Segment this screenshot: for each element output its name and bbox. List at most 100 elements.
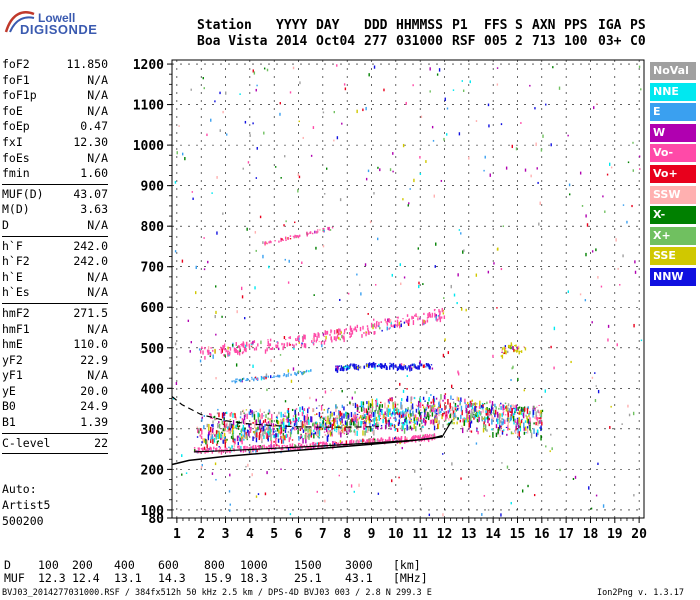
echo-point: [461, 427, 464, 434]
echo-point: [456, 396, 458, 402]
echo-point: [409, 366, 412, 369]
echo-point: [463, 420, 466, 426]
echo-point: [228, 427, 230, 432]
echo-point: [241, 420, 243, 424]
echo-point: [375, 321, 378, 327]
echo-point: [327, 427, 330, 431]
muf_row-cell: 18.3: [240, 571, 268, 585]
echo-point: [246, 378, 248, 382]
echo-point: [408, 418, 411, 421]
echo-point: [419, 402, 422, 409]
param-value: 110.0: [73, 337, 108, 352]
echo-point: [432, 418, 434, 425]
echo-point: [270, 423, 273, 427]
echo-point: [259, 445, 261, 448]
echo-point: [419, 412, 421, 417]
echo-point: [368, 414, 371, 421]
echo-point: [363, 420, 366, 422]
echo-point: [211, 450, 214, 454]
noise-point: [622, 204, 625, 206]
echo-point: [362, 413, 365, 415]
echo-point: [269, 348, 271, 350]
param-row: yF1 N/A: [2, 368, 108, 384]
echo-point: [454, 413, 456, 417]
echo-point: [347, 412, 349, 419]
echo-point: [238, 379, 240, 382]
echo-point: [349, 439, 351, 443]
echo-point: [520, 406, 523, 412]
echo-point: [210, 426, 212, 433]
echo-point: [496, 411, 499, 418]
echo-point: [427, 412, 429, 418]
param-name: hmF1: [2, 321, 30, 336]
echo-point: [391, 397, 393, 402]
echo-point: [321, 423, 324, 428]
echo-point: [288, 336, 290, 339]
echo-point: [358, 411, 360, 413]
noise-point: [312, 126, 315, 129]
echo-point: [394, 428, 396, 432]
echo-point: [393, 364, 395, 368]
echo-point: [301, 447, 303, 449]
echo-point: [363, 439, 365, 442]
echo-point: [427, 313, 429, 317]
echo-point: [386, 321, 388, 324]
echo-point: [362, 425, 365, 430]
echo-point: [206, 438, 209, 445]
noise-point: [435, 242, 437, 246]
noise-point: [453, 293, 456, 297]
echo-point: [227, 426, 229, 429]
noise-point: [281, 238, 283, 241]
echo-point: [340, 330, 342, 333]
noise-point: [463, 249, 465, 252]
echo-point: [243, 414, 246, 421]
x-tick-label: 11: [412, 527, 428, 542]
param-value: N/A: [87, 150, 108, 165]
param-row: foF2 11.850: [2, 57, 108, 73]
echo-point: [282, 346, 284, 351]
echo-point: [428, 399, 430, 402]
echo-point: [296, 373, 299, 375]
echo-point: [307, 421, 309, 423]
legend-item-ssw: SSW: [650, 185, 696, 204]
echo-point: [443, 412, 445, 415]
echo-point: [357, 364, 360, 369]
noise-point: [475, 273, 478, 277]
echo-point: [246, 434, 248, 440]
echo-point: [455, 415, 457, 418]
echo-point: [402, 366, 405, 371]
echo-point: [347, 432, 349, 435]
legend-item-nnw: NNW: [650, 267, 696, 286]
echo-point: [286, 342, 288, 347]
echo-point: [507, 412, 509, 418]
param-value: N/A: [87, 217, 108, 232]
echo-point: [248, 345, 251, 349]
echo-point: [319, 426, 321, 431]
echo-point: [439, 317, 442, 323]
echo-point: [397, 316, 399, 319]
echo-point: [328, 407, 330, 409]
noise-point: [262, 254, 264, 259]
echo-point: [389, 423, 391, 428]
noise-point: [553, 366, 555, 370]
echo-point: [410, 420, 412, 423]
noise-point: [457, 372, 460, 376]
echo-point: [333, 411, 335, 416]
noise-point: [207, 260, 209, 264]
noise-point: [627, 161, 630, 164]
noise-point: [591, 321, 593, 324]
header-label-6: FFS: [484, 18, 508, 33]
noise-point: [431, 125, 434, 129]
noise-point: [425, 160, 427, 163]
echo-point: [222, 411, 225, 417]
echo-point: [309, 429, 311, 435]
noise-point: [195, 265, 197, 270]
echo-point: [269, 343, 272, 347]
param-name: hmE: [2, 337, 23, 352]
echo-point: [507, 418, 509, 421]
header-value-2: Oct04: [316, 34, 356, 49]
echo-point: [250, 449, 252, 454]
noise-point: [408, 202, 410, 205]
noise-point: [240, 286, 243, 291]
echo-point: [384, 318, 386, 322]
